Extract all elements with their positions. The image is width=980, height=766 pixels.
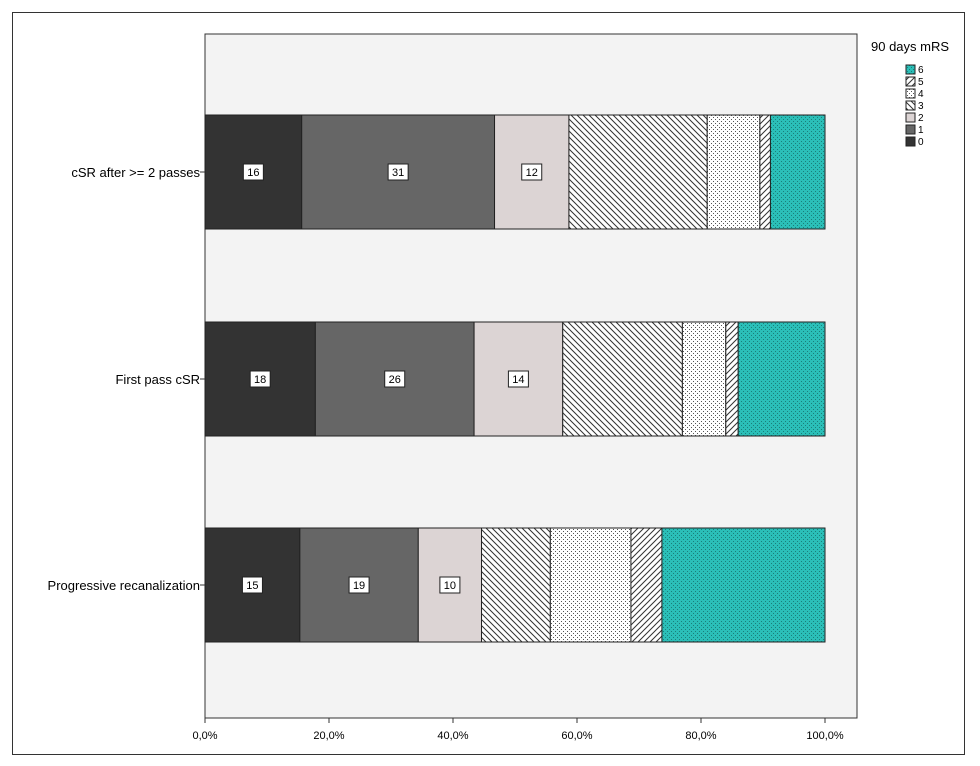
x-tick-label: 60,0% <box>561 730 592 742</box>
legend-label: 1 <box>918 125 924 136</box>
data-label: 19 <box>353 580 365 592</box>
data-label-box <box>439 576 461 594</box>
data-label: 14 <box>512 374 524 386</box>
bar-segment <box>725 321 739 437</box>
bar-segment <box>661 527 826 643</box>
data-label-box <box>241 576 263 594</box>
legend-swatch <box>905 136 916 147</box>
bar-segment <box>769 114 826 230</box>
data-label-box <box>387 163 409 181</box>
bar-segment <box>706 114 761 230</box>
bar-segment <box>737 321 826 437</box>
chart-frame: 16 31 12 18 26 14 15 19 10 cSR after >= 2 passes… <box>12 12 965 755</box>
y-tick-label: cSR after >= 2 passes <box>71 165 200 180</box>
x-tick-label: 0,0% <box>192 730 217 742</box>
legend-label: 0 <box>918 137 924 148</box>
x-tick-label: 20,0% <box>313 730 344 742</box>
x-tick-label: 100,0% <box>806 730 844 742</box>
legend-label: 2 <box>918 113 924 124</box>
legend-swatch <box>905 112 916 123</box>
data-label-box <box>507 370 529 388</box>
bar-segment <box>759 114 771 230</box>
bar-segment <box>562 321 683 437</box>
bar-segment <box>481 527 551 643</box>
data-label-box <box>249 370 271 388</box>
data-label: 10 <box>444 580 456 592</box>
data-label-box <box>348 576 370 594</box>
legend-label: 3 <box>918 101 924 112</box>
legend-swatch <box>905 88 916 99</box>
bar-segment <box>204 321 316 437</box>
legend-title: 90 days mRS <box>871 39 949 54</box>
legend-swatch <box>905 124 916 135</box>
bar-segment <box>681 321 727 437</box>
data-label: 18 <box>254 374 266 386</box>
data-label: 26 <box>389 374 401 386</box>
legend-swatch <box>905 100 916 111</box>
y-tick-label: Progressive recanalization <box>48 578 200 593</box>
legend-swatch <box>905 76 916 87</box>
bar-segment <box>630 527 663 643</box>
data-label-box <box>521 163 543 181</box>
bar-segment <box>568 114 708 230</box>
data-label-box <box>384 370 406 388</box>
data-label-box <box>242 163 264 181</box>
legend-label: 6 <box>918 65 924 76</box>
legend-label: 5 <box>918 77 924 88</box>
x-tick-label: 80,0% <box>685 730 716 742</box>
data-label: 16 <box>247 167 259 179</box>
data-label: 31 <box>392 167 404 179</box>
bar-segment <box>549 527 632 643</box>
legend-swatch <box>905 64 916 75</box>
data-label: 12 <box>526 167 538 179</box>
y-tick-label: First pass cSR <box>115 372 200 387</box>
legend-label: 4 <box>918 89 924 100</box>
data-label: 15 <box>246 580 258 592</box>
x-tick-label: 40,0% <box>437 730 468 742</box>
